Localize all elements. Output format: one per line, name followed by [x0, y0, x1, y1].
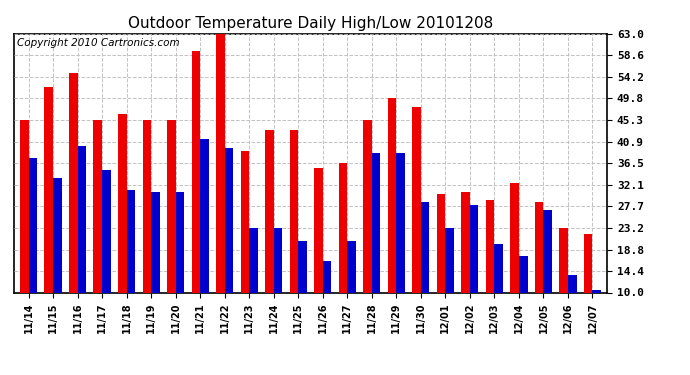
Bar [265, 130, 274, 292]
Bar [511, 183, 519, 292]
Bar [495, 244, 503, 292]
Bar [77, 146, 86, 292]
Title: Outdoor Temperature Daily High/Low 20101208: Outdoor Temperature Daily High/Low 20101… [128, 16, 493, 31]
Bar [167, 120, 176, 292]
Bar [445, 228, 454, 292]
Bar [593, 290, 601, 292]
Bar [462, 192, 470, 292]
Bar [102, 171, 110, 292]
Bar [535, 202, 544, 292]
Bar [126, 190, 135, 292]
Bar [225, 148, 233, 292]
Bar [568, 275, 577, 292]
Bar [28, 158, 37, 292]
Bar [118, 114, 126, 292]
Bar [470, 205, 478, 292]
Bar [249, 228, 258, 292]
Text: Copyright 2010 Cartronics.com: Copyright 2010 Cartronics.com [17, 38, 179, 48]
Bar [216, 34, 225, 292]
Bar [519, 256, 528, 292]
Bar [347, 241, 356, 292]
Bar [241, 151, 249, 292]
Bar [192, 51, 200, 292]
Bar [584, 234, 593, 292]
Bar [290, 130, 298, 292]
Bar [20, 120, 28, 292]
Bar [544, 210, 552, 292]
Bar [151, 192, 159, 292]
Bar [176, 192, 184, 292]
Bar [560, 228, 568, 292]
Bar [314, 168, 323, 292]
Bar [69, 73, 77, 292]
Bar [298, 241, 307, 292]
Bar [339, 163, 347, 292]
Bar [323, 261, 331, 292]
Bar [44, 87, 53, 292]
Bar [421, 202, 429, 292]
Bar [200, 139, 209, 292]
Bar [274, 228, 282, 292]
Bar [93, 120, 102, 292]
Bar [53, 178, 61, 292]
Bar [388, 98, 396, 292]
Bar [437, 194, 445, 292]
Bar [143, 120, 151, 292]
Bar [396, 153, 405, 292]
Bar [363, 120, 372, 292]
Bar [372, 153, 380, 292]
Bar [486, 200, 495, 292]
Bar [412, 107, 421, 292]
